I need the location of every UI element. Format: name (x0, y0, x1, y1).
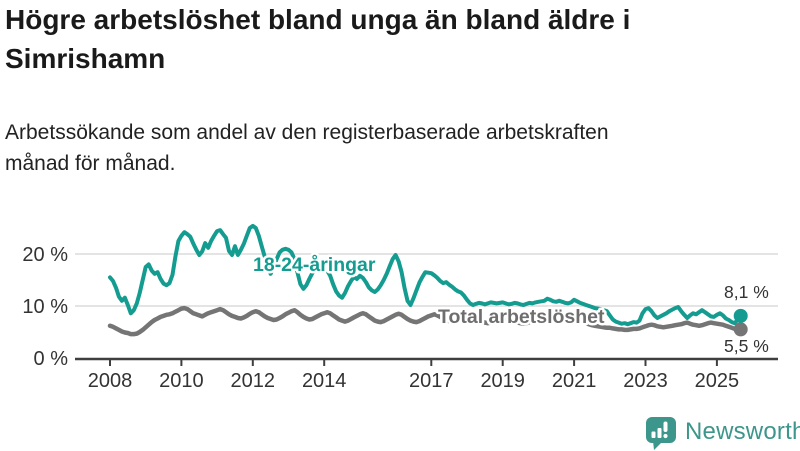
logo-exclamation-bar (663, 421, 668, 432)
page-title: Högre arbetslöshet bland unga än bland ä… (5, 4, 631, 74)
logo-bar-medium (657, 428, 662, 438)
y-axis-label: 20 % (22, 244, 68, 266)
series-label-total: Total arbetslöshet (438, 306, 605, 328)
series-line-total (107, 305, 743, 337)
x-axis-label: 2021 (552, 370, 597, 392)
series-line-youth (108, 223, 743, 327)
x-axis-label: 2017 (409, 370, 454, 392)
series-end-value-youth: 8,1 % (724, 282, 769, 302)
logo-bar-small (651, 431, 656, 438)
page-subtitle: Arbetssökande som andel av den registerb… (5, 121, 609, 175)
series-label-youth: 18-24-åringar (253, 253, 376, 276)
x-axis-label: 2025 (695, 370, 740, 392)
logo-exclamation-dot (663, 433, 668, 439)
newsworthy-logo-icon (646, 417, 676, 450)
newsworthy-logo: Newsworthy (644, 415, 800, 451)
x-axis-label: 2019 (480, 370, 525, 392)
x-axis-label: 2008 (88, 370, 133, 392)
series-end-dot-youth (733, 308, 748, 323)
y-axis-label: 10 % (22, 296, 68, 318)
x-axis-label: 2014 (302, 370, 347, 392)
brand-wordmark: Newsworthy (685, 418, 800, 445)
series-end-value-total: 5,5 % (724, 336, 769, 356)
x-axis-label: 2023 (623, 370, 668, 392)
x-axis-label: 2012 (231, 370, 276, 392)
x-axis-label: 2010 (159, 370, 204, 392)
y-axis-label: 0 % (34, 348, 69, 370)
series-end-dot-total (733, 322, 748, 337)
